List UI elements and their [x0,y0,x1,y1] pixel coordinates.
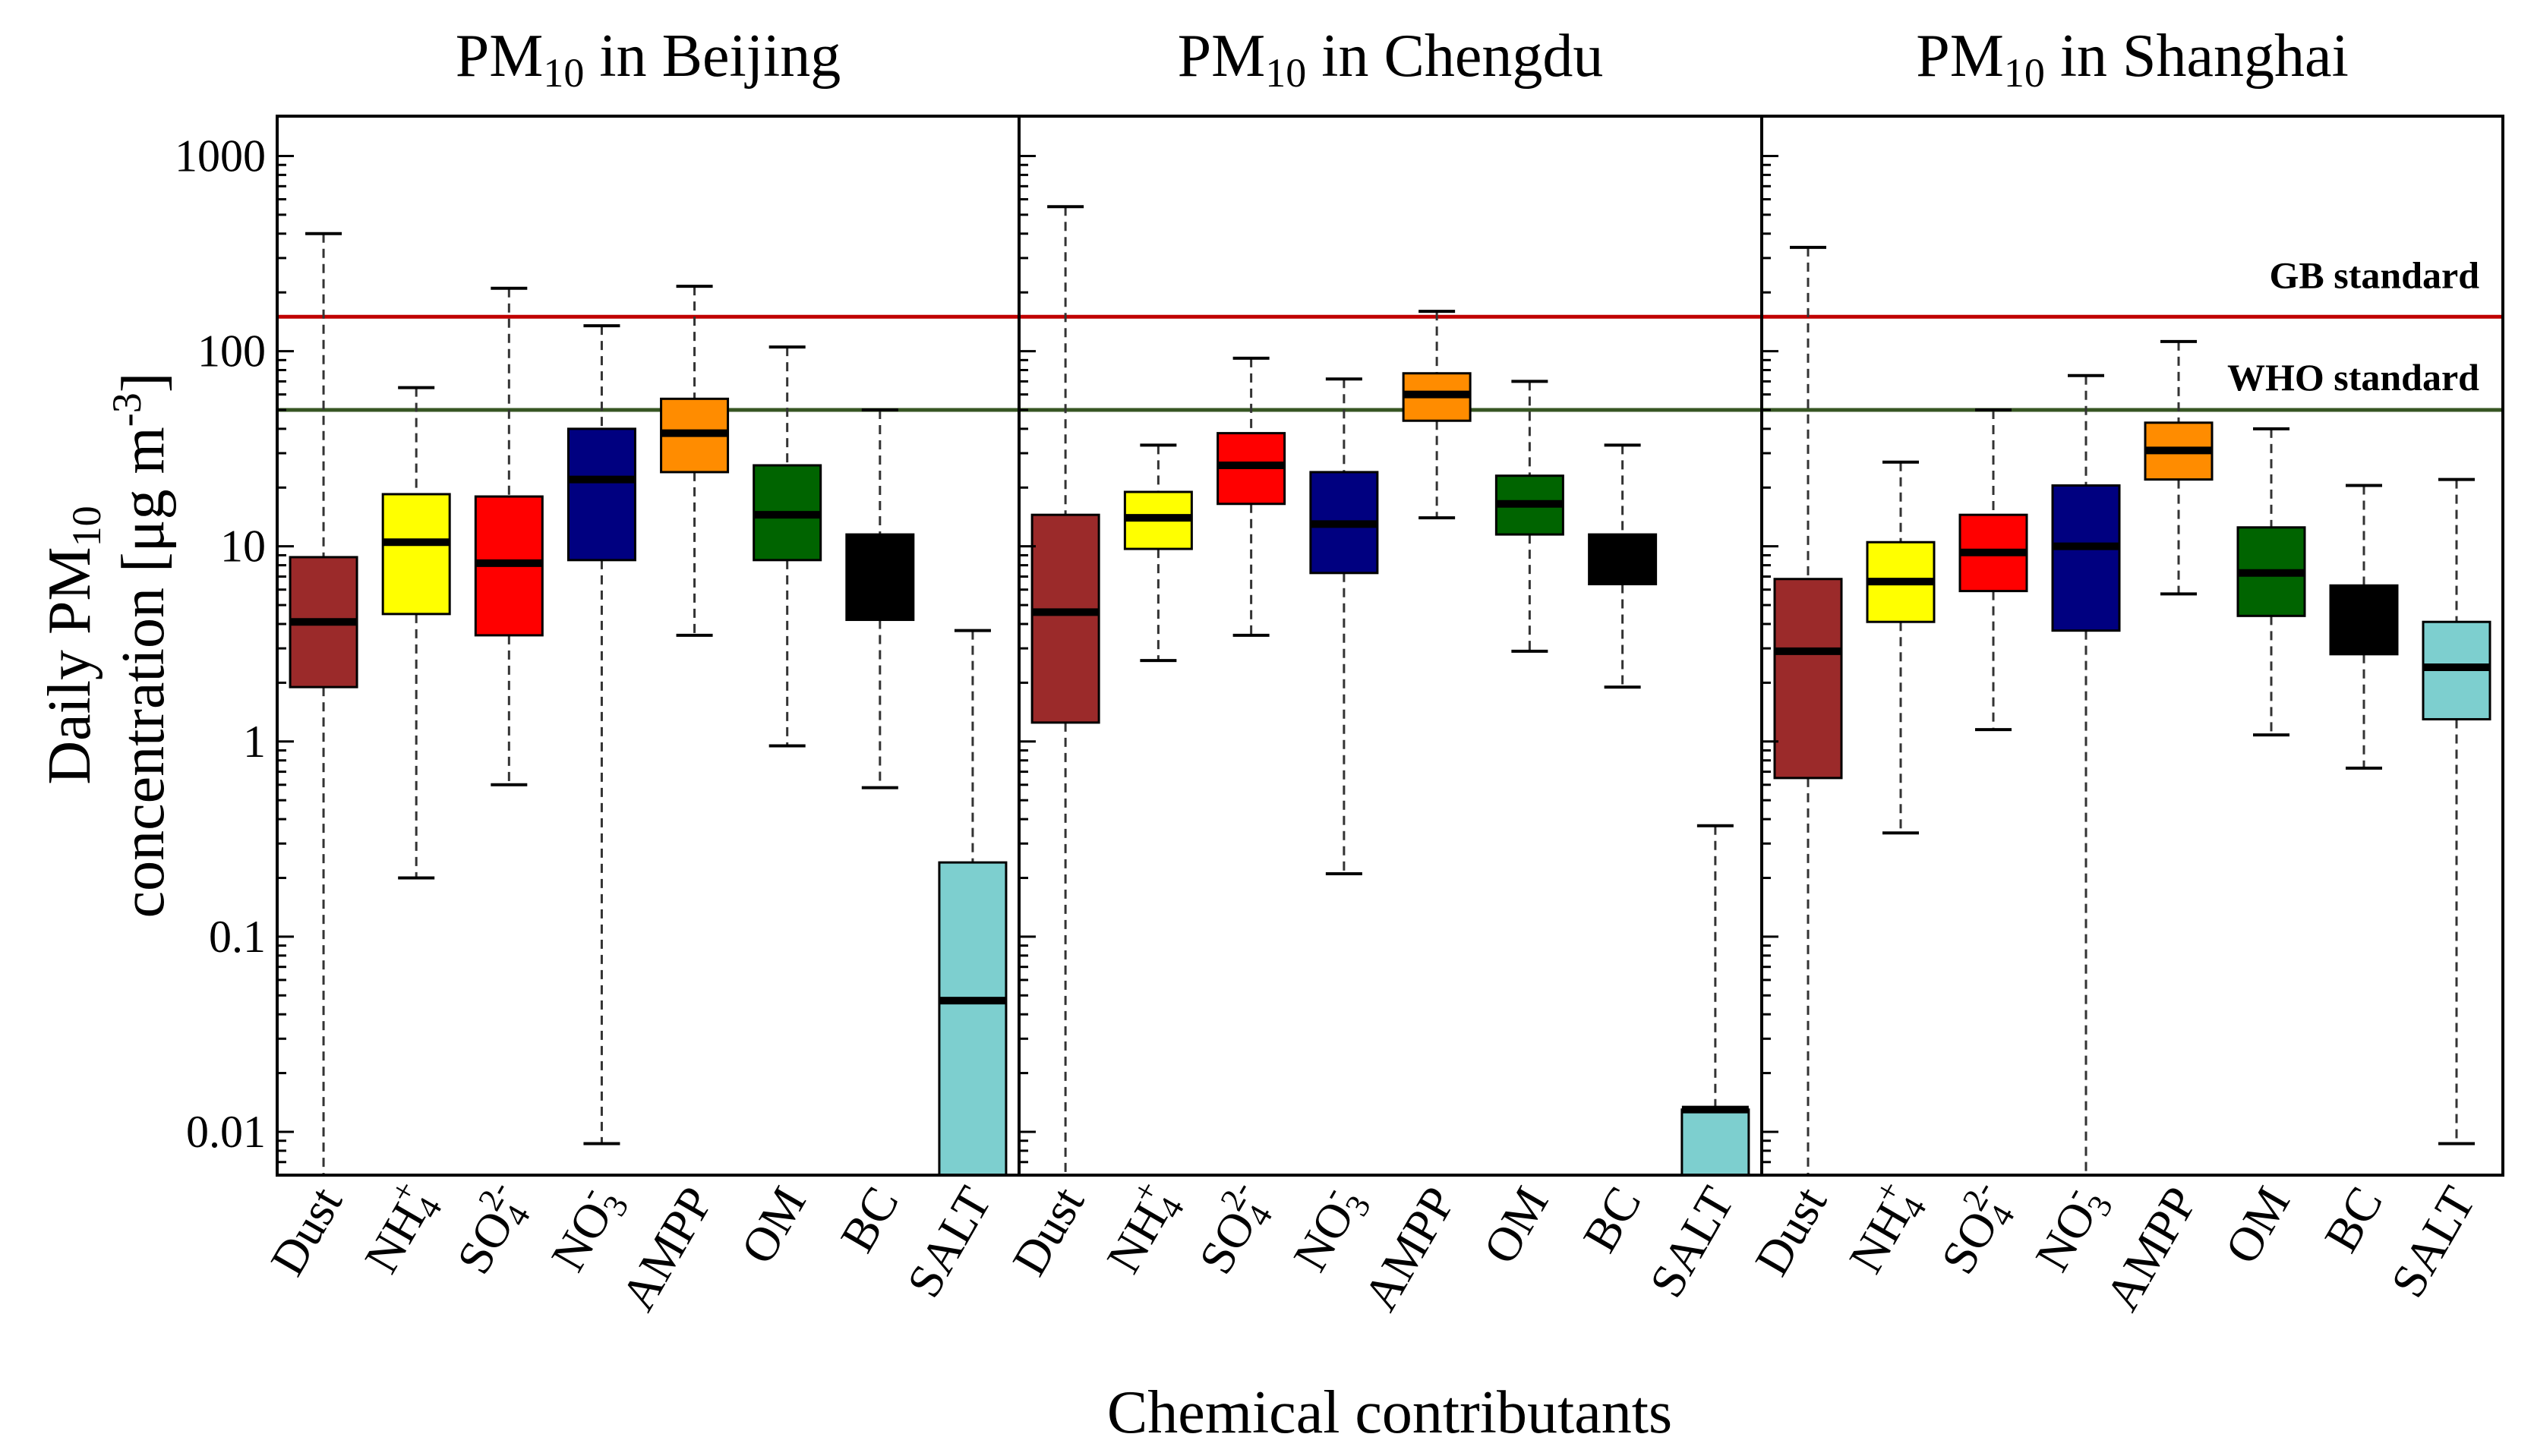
panel-title-subscript: 10 [1265,50,1306,96]
chengdu-dust-box [1030,513,1100,724]
panel-title-city: in Chengdu [1306,23,1603,90]
y-axis-label-superscript: -3 [104,392,150,427]
y-ticks-beijing [277,154,294,1177]
panel-beijing [289,232,1008,1177]
panel-title-subscript: 10 [2004,50,2045,96]
x-tick-label-base: OM [1472,1178,1558,1273]
y-tick-label: 0.01 [186,1107,266,1157]
y-tick-label: 1000 [175,131,266,181]
x-tick-label-ampp: AMPP [611,1178,724,1319]
y-axis-label-bracket: ] [110,373,177,393]
x-tick-label-base: Dust [1002,1177,1094,1284]
panel-title-city: in Beijing [584,23,841,90]
x-tick-label-base: AMPP [611,1178,724,1319]
shanghai-no3-box [2051,484,2121,632]
panel-chengdu [1030,205,1750,1177]
panel-frame-shanghai [1760,115,2504,1177]
y-axis-label-line1: Daily PM10 [36,506,109,784]
beijing-nh4-box [381,493,451,616]
panel-title-chengdu: PM10 in Chengdu [1178,23,1604,96]
y-ticks-shanghai [1762,154,1778,1177]
y-axis-label-line2: concentration [μg m-3] [104,373,177,919]
x-tick-label-dust: Dust [1002,1177,1094,1284]
x-tick-label-ampp: AMPP [2094,1178,2207,1319]
x-tick-label-base: SALT [1639,1178,1744,1306]
x-tick-label-bc: BC [2314,1178,2393,1261]
x-tick-label-dust: Dust [260,1177,352,1284]
beijing-no3-box [566,427,636,562]
x-tick-label-base: SALT [897,1178,1002,1306]
reference-lines [277,314,2503,412]
x-tick-label-salt: SALT [1639,1178,1744,1306]
x-tick-label-bc: BC [830,1178,909,1261]
x-tick-label-so4: SO42- [1182,1174,1285,1286]
beijing-salt-box [938,861,1008,1177]
x-tick-label-base: Dust [1744,1177,1837,1284]
x-tick-label-dust: Dust [1744,1177,1837,1284]
panel-title-shanghai: PM10 in Shanghai [1916,23,2349,96]
x-axis-label: Chemical contributants [1107,1379,1672,1446]
panel-shanghai [1773,245,2491,1175]
x-tick-label-salt: SALT [897,1178,1002,1306]
x-tick-label-base: SALT [2381,1178,2486,1306]
panel-title-beijing: PM10 in Beijing [456,23,841,96]
x-tick-label-om: OM [1472,1178,1558,1273]
x-tick-label-base: OM [731,1178,816,1273]
y-ticks-chengdu [1019,154,1036,1177]
x-tick-label-salt: SALT [2381,1178,2486,1306]
x-tick-label-base: AMPP [2094,1178,2207,1319]
x-tick-label-base: Dust [260,1177,352,1284]
x-tick-label-base: OM [2214,1178,2300,1273]
panel-title-city: in Shanghai [2045,23,2349,90]
x-tick-label-no3: NO3- [534,1174,636,1284]
panel-title-pm: PM [456,23,544,90]
gb-standard-label: GB standard [2270,254,2480,296]
x-tick-label-no3: NO3- [2018,1174,2120,1284]
chengdu-salt-box [1680,1108,1750,1177]
y-tick-label: 10 [220,522,266,572]
y-tick-label: 1 [243,717,266,767]
x-tick-label-no3: NO3- [1276,1174,1378,1284]
x-tick-label-base: AMPP [1353,1178,1466,1319]
x-tick-label-nh4: NH4+ [348,1174,451,1285]
shanghai-dust-box [1773,578,1843,780]
x-tick-label-base: BC [1573,1178,1652,1261]
x-tick-label-nh4: NH4+ [1832,1174,1935,1285]
panel-frame-chengdu [1018,115,1763,1177]
panel-title-subscript: 10 [543,50,584,96]
x-tick-label-base: BC [2314,1178,2393,1261]
x-tick-label-bc: BC [1573,1178,1652,1261]
y-tick-label: 0.1 [209,912,266,962]
y-axis-label-text: concentration [μg m [110,427,177,918]
y-tick-label: 100 [197,326,266,377]
panel-title-pm: PM [1178,23,1266,90]
x-tick-label-nh4: NH4+ [1090,1174,1193,1285]
x-tick-label-om: OM [2214,1178,2300,1273]
y-axis-label-subscript: 10 [64,506,109,547]
x-tick-label-base: BC [830,1178,909,1261]
panel-frame-beijing [276,115,1021,1177]
x-tick-label-so4: SO42- [1924,1174,2028,1286]
x-tick-label-ampp: AMPP [1353,1178,1466,1319]
y-axis-label-text: Daily PM [36,547,103,784]
x-tick-label-om: OM [731,1178,816,1273]
panel-title-pm: PM [1916,23,2004,90]
x-tick-label-so4: SO42- [440,1174,543,1286]
who-standard-label: WHO standard [2227,356,2479,399]
